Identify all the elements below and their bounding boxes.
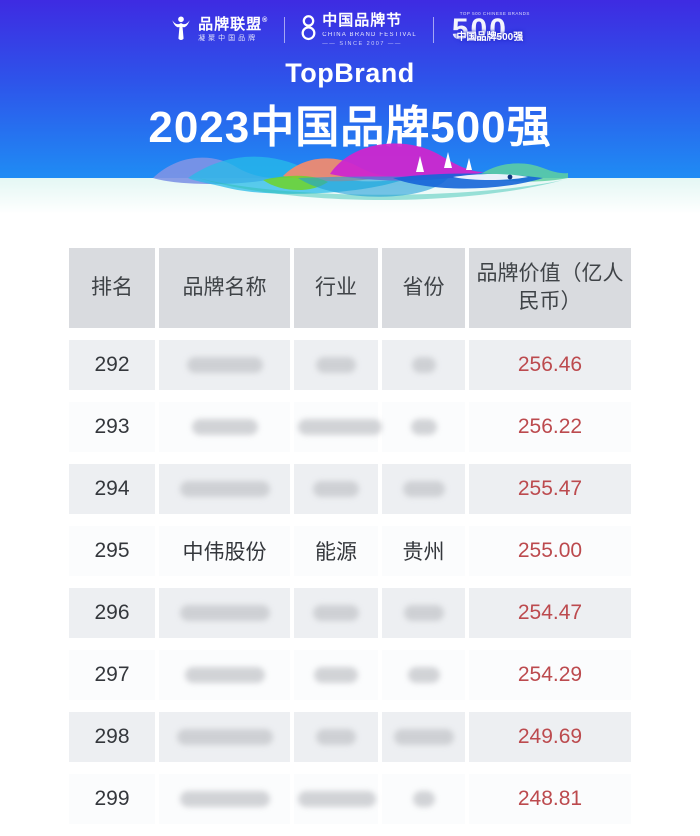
redaction-blob	[179, 605, 270, 622]
table-row: 292 256.46	[69, 340, 631, 390]
rank-cell: 297	[69, 650, 155, 700]
redaction-blob	[316, 729, 356, 746]
industry-cell-redacted	[294, 712, 378, 762]
redaction-blob	[407, 667, 440, 684]
redaction-blob	[184, 667, 265, 684]
top500-note: TOP 500 CHINESE BRANDS	[459, 11, 530, 16]
province-cell-redacted	[382, 712, 465, 762]
redaction-blob	[179, 791, 270, 808]
value-cell: 249.69	[469, 712, 631, 762]
table-row: 298 249.69	[69, 712, 631, 762]
redaction-blob	[411, 357, 436, 374]
redaction-blob	[298, 791, 376, 808]
redaction-blob	[176, 729, 273, 746]
redaction-blob	[412, 791, 435, 808]
redaction-blob	[186, 357, 263, 374]
table-header-row: 排名 品牌名称 行业 省份 品牌价值（亿人民币）	[69, 248, 631, 328]
brand-union-logo: 品牌联盟® 凝聚中国品牌	[170, 13, 268, 48]
redaction-blob	[402, 481, 445, 498]
hero-banner: 品牌联盟® 凝聚中国品牌 中国品牌节 CHINA BRAND FEST	[0, 0, 700, 214]
page-title: 2023中国品牌500强	[148, 103, 552, 152]
province-cell-redacted	[382, 774, 465, 824]
brand-union-name: 品牌联盟®	[198, 15, 269, 33]
table-row-zhongwei: 295 中伟股份 能源 贵州 255.00	[69, 526, 631, 576]
table-row: 297 254.29	[69, 650, 631, 700]
table-row: 294 255.47	[69, 464, 631, 514]
ranking-section: 排名 品牌名称 行业 省份 品牌价值（亿人民币） 292 256.46 293	[0, 236, 700, 836]
rank-cell: 298	[69, 712, 155, 762]
festival-since: —— SINCE 2007 ——	[322, 40, 402, 47]
redaction-blob	[316, 357, 356, 374]
top500-label: 中国品牌500强	[456, 32, 524, 43]
festival-sub-en: CHINA BRAND FESTIVAL	[322, 31, 417, 38]
table-row: 299 248.81	[69, 774, 631, 824]
logo-row: 品牌联盟® 凝聚中国品牌 中国品牌节 CHINA BRAND FEST	[0, 0, 700, 51]
value-cell: 254.47	[469, 588, 631, 638]
col-header-industry: 行业	[294, 248, 378, 328]
festival-eight-icon	[301, 13, 316, 48]
rank-cell: 295	[69, 526, 155, 576]
industry-cell: 能源	[294, 526, 378, 576]
rank-cell: 296	[69, 588, 155, 638]
top500-big-number: 500	[451, 13, 508, 46]
col-header-province: 省份	[382, 248, 465, 328]
province-cell-redacted	[382, 402, 465, 452]
industry-cell-redacted	[294, 464, 378, 514]
industry-cell-redacted	[294, 402, 382, 452]
brand-cell-redacted	[159, 340, 290, 390]
rank-cell: 294	[69, 464, 155, 514]
redaction-blob	[313, 605, 359, 622]
value-cell: 255.00	[469, 526, 631, 576]
logo-divider	[284, 17, 286, 43]
redaction-blob	[179, 481, 270, 498]
value-cell: 254.29	[469, 650, 631, 700]
province-cell-redacted	[382, 650, 465, 700]
redaction-blob	[403, 605, 444, 622]
industry-cell-redacted	[294, 774, 378, 824]
festival-name: 中国品牌节	[322, 12, 403, 30]
china-brand-festival-logo: 中国品牌节 CHINA BRAND FESTIVAL —— SINCE 2007…	[301, 13, 417, 48]
redaction-blob	[314, 667, 358, 684]
logo-divider	[432, 17, 434, 43]
value-cell: 256.22	[469, 402, 631, 452]
brand-cell-redacted	[159, 712, 290, 762]
hero-gradient: 品牌联盟® 凝聚中国品牌 中国品牌节 CHINA BRAND FEST	[0, 0, 700, 178]
col-header-value: 品牌价值（亿人民币）	[469, 248, 631, 328]
brand-cell-redacted	[159, 402, 290, 452]
col-header-rank: 排名	[69, 248, 155, 328]
redaction-blob	[298, 419, 382, 436]
redaction-blob	[313, 481, 359, 498]
brand-union-figure-icon	[170, 13, 192, 48]
wave-graphic	[153, 143, 568, 200]
brand-union-tagline: 凝聚中国品牌	[198, 35, 259, 43]
province-cell: 贵州	[382, 526, 465, 576]
province-cell-redacted	[382, 340, 465, 390]
brand-cell-redacted	[159, 464, 290, 514]
redaction-blob	[393, 729, 454, 746]
rank-cell: 299	[69, 774, 155, 824]
industry-cell-redacted	[294, 650, 378, 700]
brand-cell-redacted	[159, 588, 290, 638]
rank-cell: 293	[69, 402, 155, 452]
value-cell: 248.81	[469, 774, 631, 824]
table-row: 296 254.47	[69, 588, 631, 638]
industry-cell-redacted	[294, 588, 378, 638]
brand-cell-redacted	[159, 774, 290, 824]
col-header-brand: 品牌名称	[159, 248, 290, 328]
top500-logo: TOP 500 CHINESE BRANDS 500 中国品牌500强	[450, 9, 530, 51]
hero-subtitle: TopBrand	[285, 58, 415, 88]
brand-cell-redacted	[159, 650, 290, 700]
rank-cell: 292	[69, 340, 155, 390]
ranking-table: 排名 品牌名称 行业 省份 品牌价值（亿人民币） 292 256.46 293	[65, 236, 635, 836]
redaction-blob	[410, 419, 437, 436]
brand-cell: 中伟股份	[159, 526, 290, 576]
industry-cell-redacted	[294, 340, 378, 390]
redaction-blob	[191, 419, 258, 436]
value-cell: 255.47	[469, 464, 631, 514]
value-cell: 256.46	[469, 340, 631, 390]
table-row: 293 256.22	[69, 402, 631, 452]
province-cell-redacted	[382, 464, 465, 514]
province-cell-redacted	[382, 588, 465, 638]
